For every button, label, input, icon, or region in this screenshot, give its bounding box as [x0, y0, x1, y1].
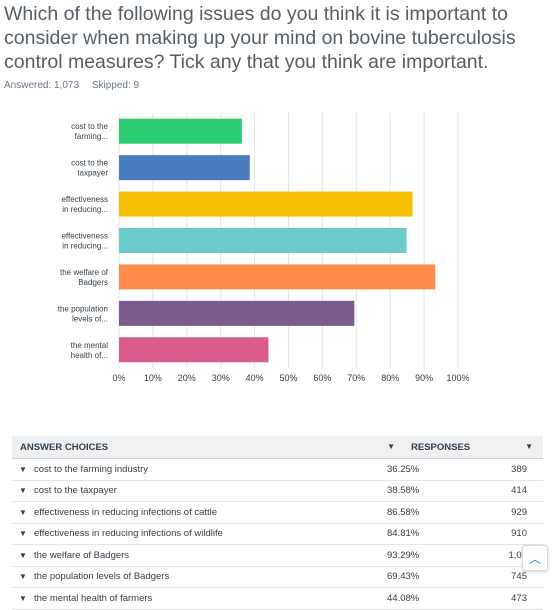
caret-down-icon[interactable]: ▼: [19, 507, 27, 517]
answer-choice-label: cost to the farming industry: [34, 463, 149, 475]
answer-choice-label: cost to the taxpayer: [34, 485, 117, 497]
response-summary: Answered: 1,073 Skipped: 9: [4, 80, 149, 91]
category-label: effectiveness: [61, 232, 108, 241]
x-tick-label: 70%: [347, 373, 365, 383]
x-tick-label: 90%: [415, 373, 433, 383]
x-tick-label: 50%: [279, 373, 297, 383]
bar: [119, 264, 436, 290]
table-body: ▼ cost to the farming industry 36.25% 389 ▼ c…: [12, 459, 543, 610]
x-tick-label: 30%: [212, 373, 230, 383]
table-row[interactable]: ▼ the mental health of farmers 44.08% 473: [12, 588, 543, 610]
table-row[interactable]: ▼ effectiveness in reducing infections of…: [12, 524, 543, 545]
answered-count: Answered: 1,073: [4, 80, 80, 91]
x-tick-label: 80%: [381, 373, 399, 383]
chart-bars: [119, 118, 436, 363]
x-tick-label: 0%: [112, 373, 125, 383]
response-percent: 84.81%: [387, 528, 420, 540]
category-label: cost to the: [71, 159, 108, 168]
category-label: the welfare of: [60, 268, 109, 277]
chevron-up-icon: ︿: [528, 551, 541, 566]
table-row[interactable]: ▼ cost to the farming industry 36.25% 389: [12, 459, 543, 481]
sort-caret-down-icon[interactable]: ▼: [387, 441, 395, 451]
x-tick-label: 40%: [246, 373, 264, 383]
category-label: in reducing...: [62, 205, 108, 214]
response-percent: 69.43%: [387, 571, 420, 583]
category-label: cost to the: [71, 122, 108, 131]
table-row[interactable]: ▼ the population levels of Badgers 69.43% 7…: [12, 567, 543, 588]
caret-down-icon[interactable]: ▼: [19, 593, 27, 603]
chart-x-tick-labels: 0% 10% 20% 30% 40% 50% 60% 70% 80% 90% 100%: [112, 373, 469, 383]
question-title: Which of the following issues do you thi…: [4, 3, 516, 73]
bar: [119, 191, 413, 217]
answer-choice-label: effectiveness in reducing infections of …: [34, 528, 223, 540]
bar: [119, 337, 269, 363]
caret-down-icon[interactable]: ▼: [19, 550, 27, 560]
category-label: health of...: [71, 351, 108, 360]
table-row[interactable]: ▼ the welfare of Badgers 93.29% 1,00: [12, 545, 543, 567]
responses-table: ANSWER CHOICES ▼ RESPONSES ▼ ▼ cost to th…: [12, 436, 543, 610]
caret-down-icon[interactable]: ▼: [19, 486, 27, 496]
category-label: effectiveness: [61, 195, 108, 204]
category-label: in reducing...: [62, 242, 108, 251]
answer-choice-label: the mental health of farmers: [34, 592, 153, 604]
category-label: the population: [58, 304, 108, 313]
bar: [119, 228, 407, 253]
response-count: 745: [511, 571, 527, 583]
category-label: farming...: [75, 132, 108, 141]
x-tick-label: 100%: [446, 373, 469, 383]
category-label: Badgers: [78, 278, 108, 287]
sort-caret-down-icon[interactable]: ▼: [525, 441, 533, 451]
answer-choices-header[interactable]: ANSWER CHOICES ▼: [20, 441, 395, 453]
table-header: ANSWER CHOICES ▼ RESPONSES ▼: [12, 436, 543, 459]
caret-down-icon[interactable]: ▼: [19, 529, 27, 539]
x-tick-label: 10%: [144, 373, 162, 383]
responses-header[interactable]: RESPONSES ▼: [411, 441, 533, 453]
response-count: 389: [511, 463, 527, 475]
skipped-count: Skipped: 9: [91, 80, 140, 91]
answer-choice-label: the population levels of Badgers: [34, 571, 170, 583]
table-row[interactable]: ▼ effectiveness in reducing infections of…: [12, 502, 543, 524]
category-label: taxpayer: [77, 169, 108, 178]
bar: [119, 118, 242, 144]
x-tick-label: 20%: [178, 373, 196, 383]
response-count: 910: [511, 528, 527, 540]
response-count: 473: [511, 592, 527, 604]
bar: [119, 300, 355, 326]
category-label: the mental: [71, 341, 109, 350]
caret-down-icon[interactable]: ▼: [19, 464, 27, 474]
response-percent: 38.58%: [387, 485, 420, 497]
scroll-up-button[interactable]: ︿: [522, 545, 548, 571]
response-percent: 36.25%: [387, 463, 420, 475]
response-percent: 44.08%: [387, 592, 420, 604]
response-count: 1,00: [508, 549, 528, 561]
caret-down-icon[interactable]: ▼: [19, 572, 27, 582]
table-row[interactable]: ▼ cost to the taxpayer 38.58% 414: [12, 481, 543, 502]
response-percent: 93.29%: [387, 549, 420, 561]
answer-choice-label: the welfare of Badgers: [34, 549, 130, 561]
bar: [119, 155, 250, 181]
category-label: levels of...: [72, 314, 108, 323]
x-tick-label: 60%: [313, 373, 331, 383]
answer-choice-label: effectiveness in reducing infections of …: [34, 506, 218, 518]
response-count: 414: [511, 485, 527, 497]
response-count: 929: [511, 506, 527, 518]
response-percent: 86.58%: [387, 506, 420, 518]
